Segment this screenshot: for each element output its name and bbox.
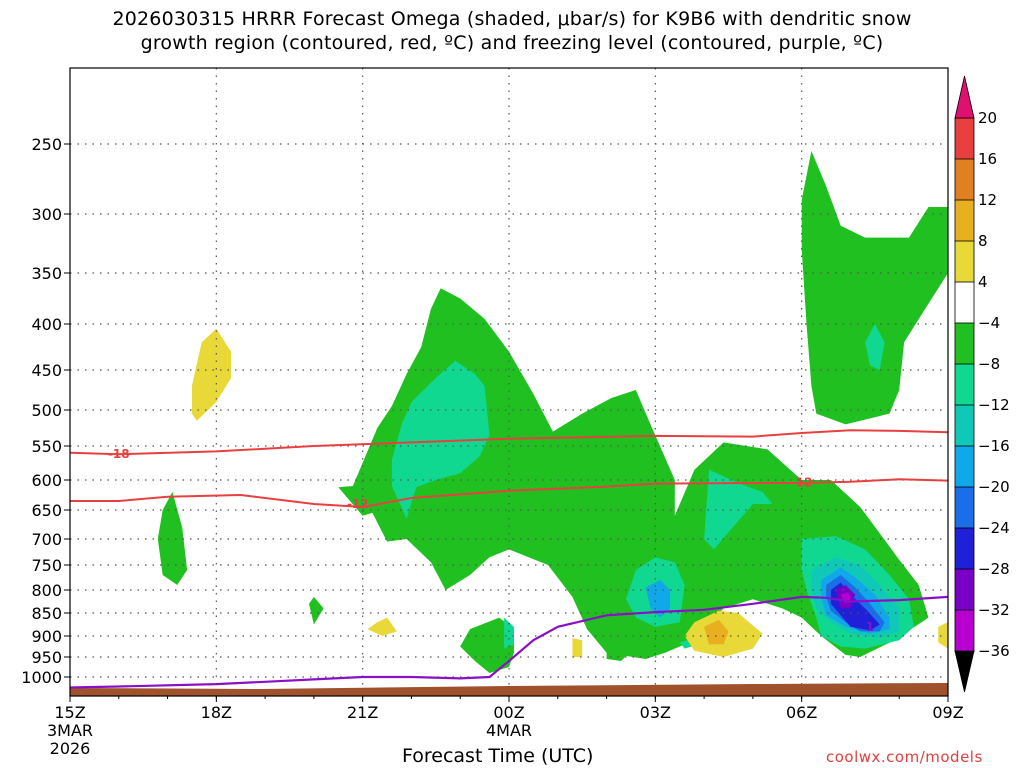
credit-text: coolwx.com/models	[826, 748, 983, 766]
omega-region	[309, 596, 324, 625]
colorbar-segment	[954, 322, 975, 365]
y-tick-label: 650	[31, 501, 62, 520]
colorbar-top-arrow	[954, 75, 975, 119]
colorbar-label: −16	[978, 437, 1010, 455]
y-tick-label: 900	[31, 627, 62, 646]
omega-region	[938, 622, 948, 649]
contour-label: -18	[108, 447, 130, 461]
colorbar-segment	[954, 240, 975, 283]
y-tick-label: 250	[31, 135, 62, 154]
omega-region	[801, 151, 948, 425]
dgz-contour-line	[70, 429, 948, 456]
colorbar-label: −8	[978, 355, 1000, 373]
colorbar-segment	[954, 158, 975, 201]
omega-region	[572, 638, 583, 657]
omega-region	[460, 617, 514, 673]
x-tick-sublabel: 4MAR	[486, 721, 532, 740]
colorbar-label: 12	[978, 191, 997, 209]
colorbar-label: −32	[978, 601, 1010, 619]
colorbar-segment	[954, 486, 975, 529]
omega-region	[157, 492, 188, 585]
colorbar-label: 16	[978, 150, 997, 168]
omega-region	[338, 288, 929, 659]
omega-region	[391, 360, 490, 519]
y-tick-label: 300	[31, 205, 62, 224]
y-tick-label: 750	[31, 556, 62, 575]
colorbar-segment	[954, 609, 975, 652]
x-tick-label: 15Z	[54, 703, 85, 722]
y-tick-label: 550	[31, 437, 62, 456]
y-tick-label: 600	[31, 471, 62, 490]
colorbar-segment	[954, 199, 975, 242]
x-tick-label: 00Z	[493, 703, 524, 722]
omega-region	[191, 328, 231, 421]
x-tick-sublabel: 3MAR	[47, 721, 93, 740]
colorbar-label: 20	[978, 109, 997, 127]
colorbar: 20 16 12 8 4 −4 −8 −12 −16 −20 −24 −28 −32 −36	[954, 75, 1010, 693]
contour-label: -12	[347, 497, 369, 511]
colorbar-segment	[954, 363, 975, 406]
y-tick-label: 950	[31, 648, 62, 667]
colorbar-label: 4	[978, 273, 988, 291]
x-tick-label: 21Z	[347, 703, 378, 722]
y-axis: 250 300 350 400 450 500 550 600 650 700 750 800 850 9…	[21, 135, 70, 687]
colorbar-label: −12	[978, 396, 1010, 414]
omega-region	[865, 324, 885, 370]
x-tick-sublabel-year: 2026	[50, 739, 91, 758]
x-axis-title: Forecast Time (UTC)	[402, 745, 594, 767]
colorbar-label: 8	[978, 232, 988, 250]
colorbar-segment	[954, 445, 975, 488]
colorbar-label: −24	[978, 519, 1010, 537]
y-tick-label: 400	[31, 315, 62, 334]
contour-label: 1	[866, 620, 874, 634]
y-tick-label: 350	[31, 264, 62, 283]
colorbar-label: −20	[978, 478, 1010, 496]
y-tick-label: 450	[31, 361, 62, 380]
colorbar-segment	[954, 117, 975, 160]
dgz-contour-line	[70, 478, 948, 509]
x-tick-label: 06Z	[786, 703, 817, 722]
y-tick-label: 850	[31, 604, 62, 623]
colorbar-segment	[954, 527, 975, 570]
contour-lines: -18 -12 -12 1	[70, 429, 948, 689]
terrain-fill	[70, 683, 948, 696]
chart-title-line-1: 2026030315 HRRR Forecast Omega (shaded, …	[112, 8, 912, 30]
omega-shading	[157, 151, 948, 673]
colorbar-segment	[954, 404, 975, 447]
contour-label: -12	[791, 475, 813, 489]
omega-region	[504, 617, 514, 649]
colorbar-label: −4	[978, 314, 1000, 332]
colorbar-segment	[954, 568, 975, 611]
x-tick-label: 18Z	[201, 703, 232, 722]
omega-region	[606, 633, 631, 661]
y-tick-label: 1000	[21, 668, 62, 687]
omega-region	[367, 617, 397, 636]
colorbar-segment	[954, 281, 975, 324]
y-tick-label: 700	[31, 530, 62, 549]
omega-region	[704, 619, 729, 645]
colorbar-label: −28	[978, 560, 1010, 578]
terrain-band	[70, 683, 948, 696]
freezing-level-line	[70, 595, 948, 689]
y-tick-label: 800	[31, 581, 62, 600]
colorbar-label: −36	[978, 642, 1010, 660]
colorbar-bottom-arrow	[954, 650, 975, 693]
y-tick-label: 500	[31, 401, 62, 420]
x-tick-label: 03Z	[640, 703, 671, 722]
chart-title-line-2: growth region (contoured, red, ºC) and f…	[140, 32, 884, 54]
x-tick-label: 09Z	[932, 703, 963, 722]
